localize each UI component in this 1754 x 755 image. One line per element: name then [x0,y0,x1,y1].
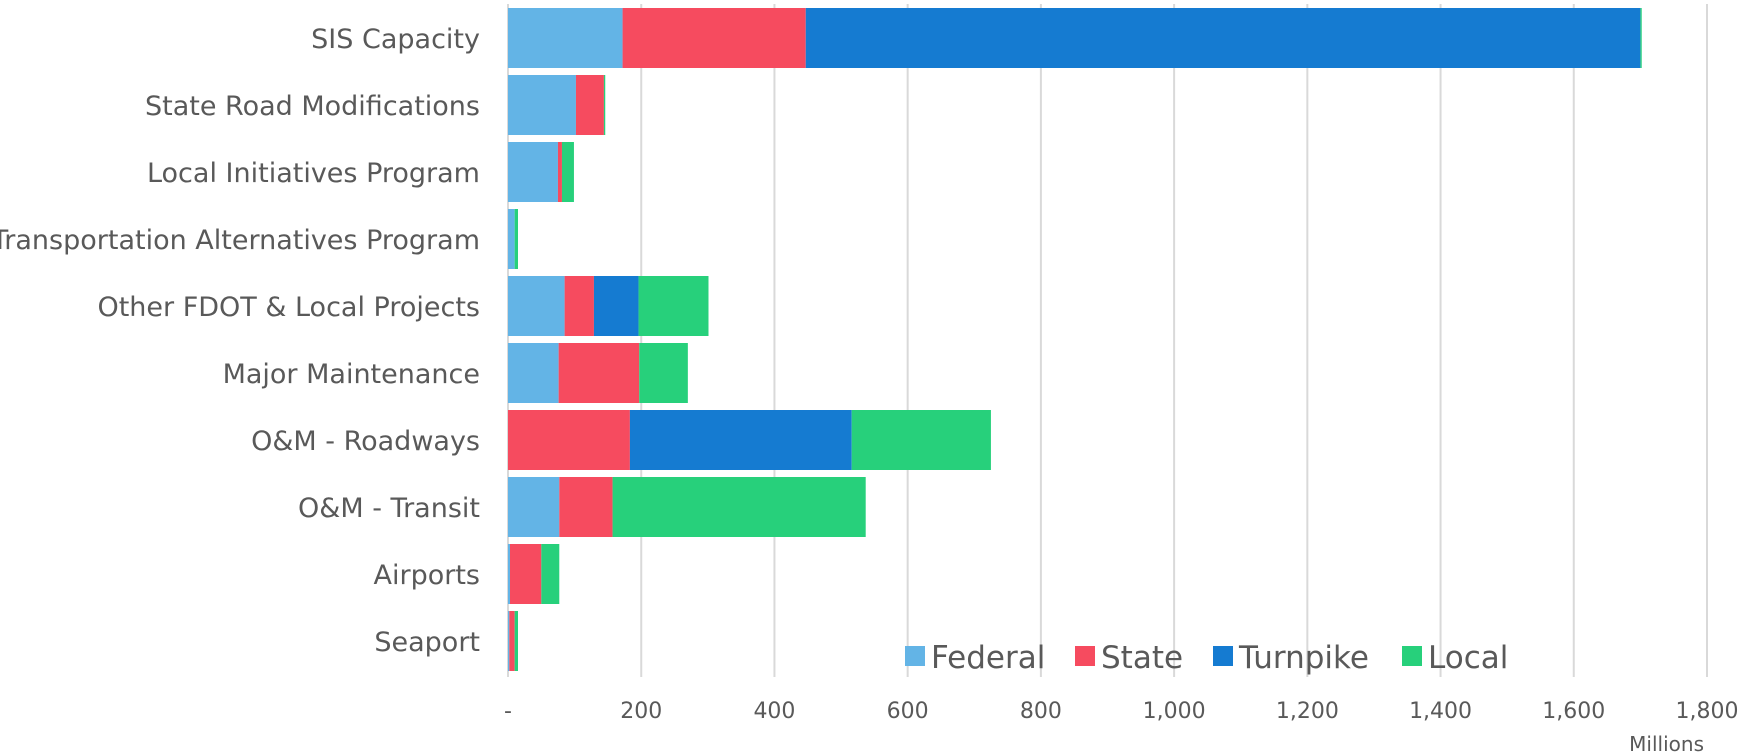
legend: Federal State Turnpike Local [905,640,1508,676]
gridlines [507,4,1708,677]
x-tick-label-4: 800 [1020,699,1062,724]
category-label-6: O&M - Roadways [251,426,480,457]
bar-local-9 [514,611,518,671]
bars [508,8,1642,671]
category-label-2: Local Initiatives Program [147,158,480,189]
bar-state-5 [558,343,640,403]
legend-label-turnpike: Turnpike [1238,640,1369,676]
bar-local-8 [541,544,560,604]
bar-local-7 [612,477,866,537]
category-label-4: Other FDOT & Local Projects [97,292,480,323]
bar-state-7 [559,477,613,537]
x-tick-label-5: 1,000 [1143,699,1206,724]
legend-label-state: State [1101,640,1183,676]
bar-local-3 [514,209,518,269]
bar-federal-8 [508,544,510,604]
bar-federal-5 [508,343,559,403]
bar-federal-3 [508,209,515,269]
bar-state-4 [564,276,594,336]
category-label-8: Airports [374,560,480,591]
category-label-0: SIS Capacity [311,24,480,55]
legend-swatch-federal [905,646,925,666]
bar-state-2 [557,142,562,202]
bar-federal-1 [508,75,576,135]
x-tick-label-3: 600 [887,699,929,724]
category-labels: SIS Capacity State Road Modifications Loca… [0,24,480,658]
bar-federal-7 [508,477,560,537]
bar-state-6 [508,410,630,470]
x-tick-label-6: 1,200 [1276,699,1339,724]
category-label-7: O&M - Transit [298,493,480,524]
category-label-5: Major Maintenance [223,359,480,390]
x-tick-label-2: 400 [753,699,795,724]
legend-swatch-state [1075,646,1095,666]
x-axis-tick-labels: - 200 400 600 800 1,000 1,200 1,400 1,600 1,800 [504,699,1738,724]
x-tick-label-1: 200 [620,699,662,724]
legend-swatch-local [1402,646,1422,666]
bar-federal-2 [508,142,558,202]
x-tick-label-7: 1,400 [1409,699,1472,724]
x-tick-label-0: - [504,699,512,724]
bar-turnpike-4 [593,276,639,336]
x-axis-unit-label: Millions [1629,732,1704,755]
x-tick-label-9: 1,800 [1676,699,1739,724]
bar-state-0 [622,8,806,68]
x-tick-label-8: 1,600 [1542,699,1605,724]
bar-local-1 [603,75,606,135]
bar-local-6 [851,410,991,470]
bar-turnpike-6 [629,410,852,470]
legend-swatch-turnpike [1213,646,1233,666]
category-label-9: Seaport [374,627,480,658]
legend-label-local: Local [1428,640,1508,676]
bar-local-5 [639,343,688,403]
legend-label-federal: Federal [931,640,1045,676]
bar-turnpike-0 [805,8,1641,68]
bar-state-8 [509,544,542,604]
category-label-1: State Road Modifications [145,91,480,122]
bar-state-1 [575,75,604,135]
bar-local-2 [561,142,574,202]
category-label-3: Transportation Alternatives Program [0,225,480,256]
bar-local-0 [1640,8,1642,68]
bar-federal-0 [508,8,623,68]
bar-federal-9 [508,611,510,671]
bar-federal-4 [508,276,565,336]
bar-local-4 [638,276,709,336]
bar-state-9 [509,611,515,671]
